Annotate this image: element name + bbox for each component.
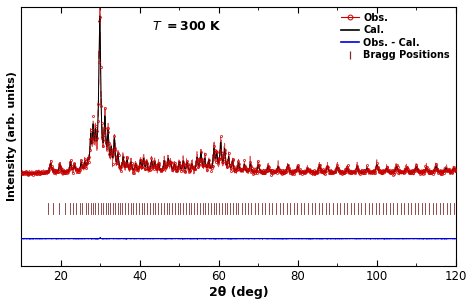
Y-axis label: Intensity (arb. units): Intensity (arb. units): [7, 72, 17, 201]
X-axis label: 2θ (deg): 2θ (deg): [209, 286, 268, 299]
Legend: Obs., Cal., Obs. - Cal., Bragg Positions: Obs., Cal., Obs. - Cal., Bragg Positions: [337, 9, 454, 64]
Text: $\mathbf{\it{T}}$ $\mathbf{= 300\ K}$: $\mathbf{\it{T}}$ $\mathbf{= 300\ K}$: [152, 20, 221, 33]
